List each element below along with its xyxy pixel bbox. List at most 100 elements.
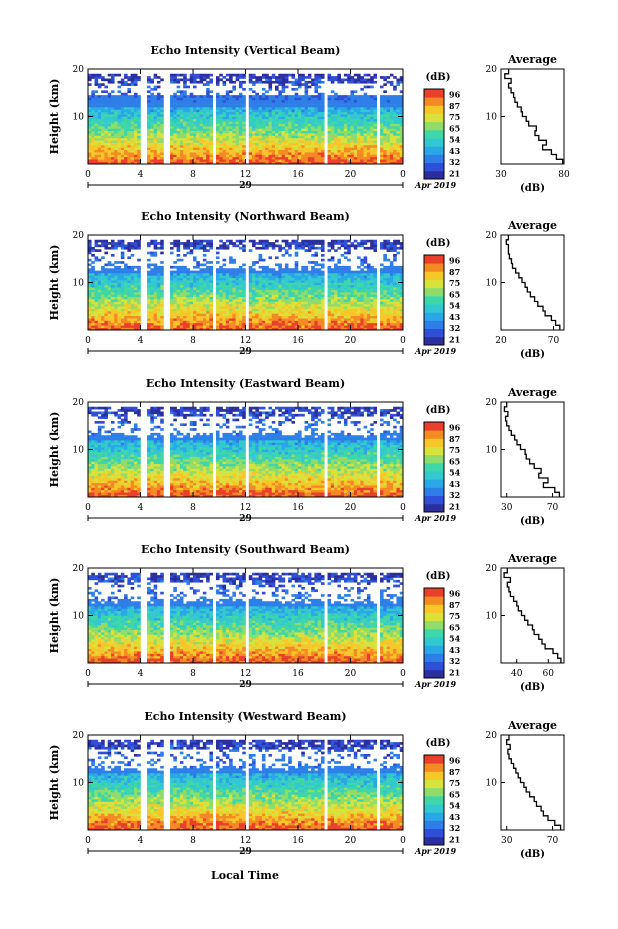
heatmap-cell [393, 121, 397, 124]
heatmap-cell [179, 128, 184, 132]
heatmap-cell [150, 318, 154, 321]
heatmap-cell [291, 126, 296, 129]
heatmap-cell [317, 102, 322, 105]
heatmap-cell [383, 118, 387, 122]
heatmap-cell [97, 320, 102, 324]
heatmap-cell [275, 161, 279, 165]
heatmap-cell [389, 114, 394, 117]
heatmap-cell [222, 299, 227, 302]
heatmap-cell [291, 277, 296, 281]
heatmap-cell [150, 121, 154, 124]
heatmap-cell [317, 301, 322, 305]
heatmap-cell [88, 299, 92, 302]
heatmap-cell [120, 145, 125, 148]
heatmap-cell [301, 133, 305, 136]
heatmap-cell [311, 275, 315, 279]
heatmap-cell [176, 287, 181, 290]
heatmap-cell [288, 161, 292, 165]
heatmap-cell [261, 320, 266, 324]
heatmap-cell [215, 311, 220, 314]
heatmap-cell [311, 299, 315, 302]
heatmap-cell [393, 137, 397, 141]
heatmap-cell [186, 244, 191, 248]
heatmap-cell [97, 152, 102, 155]
heatmap-cell [160, 104, 164, 108]
heatmap-cell [156, 140, 161, 143]
heatmap-cell [327, 149, 332, 153]
heatmap-cell [275, 123, 279, 127]
heatmap-cell [179, 130, 184, 134]
heatmap-cell [242, 147, 246, 151]
heatmap-cell [288, 306, 292, 309]
heatmap-cell [314, 109, 318, 113]
heatmap-cell [304, 277, 309, 281]
heatmap-cell [340, 111, 345, 115]
heatmap-cell [258, 254, 263, 257]
heatmap-cell [291, 270, 296, 274]
heatmap-cell [294, 301, 299, 305]
heatmap-cell [209, 280, 213, 283]
heatmap-cell [170, 123, 174, 127]
heatmap-cell [160, 315, 164, 319]
heatmap-cell [91, 128, 95, 132]
heatmap-cell [294, 97, 299, 101]
heatmap-cell [275, 116, 279, 120]
heatmap-cell [147, 152, 151, 155]
heatmap-cell [320, 137, 325, 141]
heatmap-cell [133, 123, 138, 127]
heatmap-cell [238, 121, 243, 124]
heatmap-cell [275, 311, 279, 314]
heatmap-cell [393, 130, 397, 134]
heatmap-cell [255, 322, 259, 326]
heatmap-cell [232, 268, 236, 271]
heatmap-cell [265, 156, 269, 160]
heatmap-cell [235, 118, 240, 122]
heatmap-cell [304, 154, 309, 158]
heatmap-cell [248, 109, 253, 113]
heatmap-cell [101, 280, 105, 283]
heatmap-cell [327, 161, 332, 165]
heatmap-cell [284, 275, 289, 279]
heatmap-cell [252, 116, 256, 120]
heatmap-cell [229, 152, 233, 155]
heatmap-cell [252, 284, 256, 288]
heatmap-cell [284, 152, 289, 155]
heatmap-cell [219, 313, 223, 317]
heatmap-cell [268, 137, 273, 141]
heatmap-cell [147, 130, 151, 134]
heatmap-cell [150, 109, 154, 113]
heatmap-cell [130, 284, 135, 288]
heatmap-cell [265, 303, 269, 307]
heatmap-cell [255, 287, 259, 290]
heatmap-cell [268, 135, 273, 139]
heatmap-cell [107, 156, 112, 160]
heatmap-cell [127, 137, 131, 141]
heatmap-cell [314, 111, 318, 115]
heatmap-cell [317, 137, 322, 141]
heatmap-cell [104, 284, 108, 288]
heatmap-cell [176, 258, 181, 262]
heatmap-cell [170, 99, 174, 103]
heatmap-cell [176, 239, 181, 243]
heatmap-cell [311, 78, 315, 82]
heatmap-cell [156, 299, 161, 302]
heatmap-cell [107, 327, 112, 331]
x-tick-label: 0 [400, 170, 406, 180]
heatmap-cell [268, 126, 273, 129]
heatmap-cell [363, 145, 368, 148]
heatmap-cell [281, 135, 286, 139]
heatmap-cell [202, 287, 207, 290]
heatmap-cell [94, 149, 99, 153]
heatmap-cell [340, 109, 345, 113]
heatmap-cell [278, 73, 282, 77]
heatmap-cell [330, 111, 335, 115]
heatmap-cell [156, 313, 161, 317]
heatmap-cell [153, 268, 158, 271]
heatmap-cell [137, 270, 141, 274]
heatmap-cell [360, 80, 364, 84]
heatmap-cell [347, 109, 351, 113]
heatmap-cell [275, 275, 279, 279]
heatmap-cell [248, 301, 253, 305]
heatmap-cell [347, 149, 351, 153]
heatmap-cell [252, 133, 256, 136]
